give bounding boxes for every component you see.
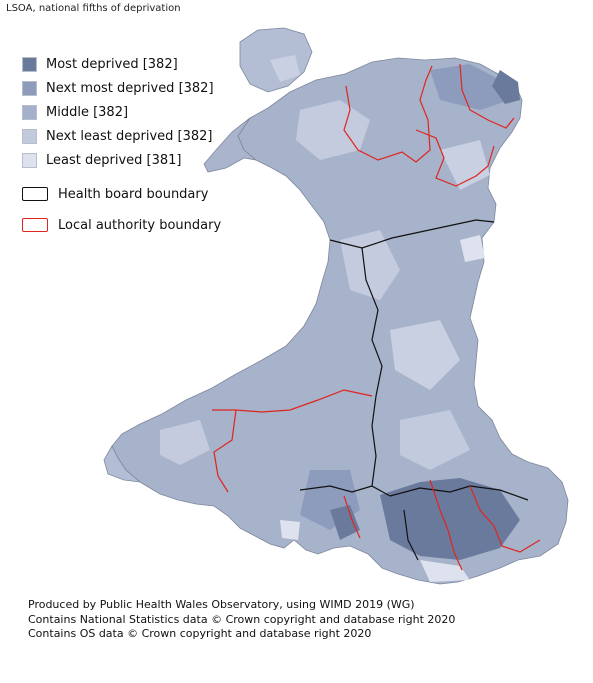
legend-item-most-deprived: Most deprived [382] [22, 56, 178, 72]
lighter-region-patch [160, 420, 210, 465]
map-credits: Produced by Public Health Wales Observat… [28, 598, 455, 642]
most-deprived-patch [330, 505, 360, 540]
credit-line: Contains OS data © Crown copyright and d… [28, 627, 372, 640]
credit-line: Contains National Statistics data © Crow… [28, 612, 456, 626]
lighter-region-patch [296, 100, 370, 160]
least-deprived-patch [460, 235, 485, 262]
most-deprived-patch [492, 70, 520, 104]
llyn-peninsula-area [203, 117, 258, 173]
legend-label: Local authority boundary [58, 217, 222, 233]
lighter-region-patch [440, 140, 490, 190]
lighter-region-patch [270, 55, 300, 82]
legend-label: Next most deprived [382] [46, 80, 214, 96]
local-authority-boundary-swatch [22, 218, 48, 232]
legend-label: Health board boundary [58, 186, 209, 202]
legend-swatch [22, 80, 37, 96]
legend-item-middle: Middle [382] [22, 104, 128, 120]
legend-label: Most deprived [382] [46, 56, 178, 72]
legend-item-next-most-deprived: Next most deprived [382] [22, 80, 214, 96]
legend-item-next-least-deprived: Next least deprived [382] [22, 128, 213, 144]
legend-swatch [22, 128, 37, 144]
darker-region-patch [430, 64, 510, 110]
lighter-region-patch [340, 230, 400, 300]
health-board-boundary [403, 509, 419, 561]
health-board-boundary-swatch [22, 187, 48, 201]
health-board-boundary [299, 485, 373, 493]
health-board-boundaries [299, 219, 529, 561]
legend-label: Middle [382] [46, 104, 129, 120]
pembrokeshire-area [103, 445, 142, 483]
health-board-boundary [389, 485, 529, 501]
credit-line: Produced by Public Health Wales Observat… [28, 598, 415, 611]
legend-swatch [22, 152, 37, 168]
legend-swatch [22, 104, 37, 120]
health-board-boundary [361, 247, 391, 497]
legend-label: Next least deprived [382] [46, 128, 213, 144]
local-authority-boundary [343, 65, 433, 163]
local-authority-boundaries [212, 63, 541, 571]
legend-item-local-authority-boundary: Local authority boundary [22, 217, 221, 233]
most-deprived-patch [380, 478, 520, 560]
local-authority-boundary [343, 495, 361, 539]
map-subtitle: LSOA, national fifths of deprivation [6, 3, 181, 14]
local-authority-boundary [213, 409, 237, 493]
local-authority-boundary [429, 479, 463, 571]
least-deprived-patch [420, 560, 470, 582]
legend-label: Least deprived [381] [46, 152, 182, 168]
lighter-region-patch [390, 320, 460, 390]
legend-swatch [22, 56, 37, 72]
legend-item-least-deprived: Least deprived [381] [22, 152, 181, 168]
local-authority-boundary [415, 129, 495, 187]
local-authority-boundary [459, 63, 515, 129]
least-deprived-patch [280, 520, 300, 540]
legend-item-health-board-boundary: Health board boundary [22, 186, 208, 202]
local-authority-boundary [469, 485, 541, 553]
deprivation-patches [160, 55, 520, 582]
lighter-region-patch [400, 410, 470, 470]
